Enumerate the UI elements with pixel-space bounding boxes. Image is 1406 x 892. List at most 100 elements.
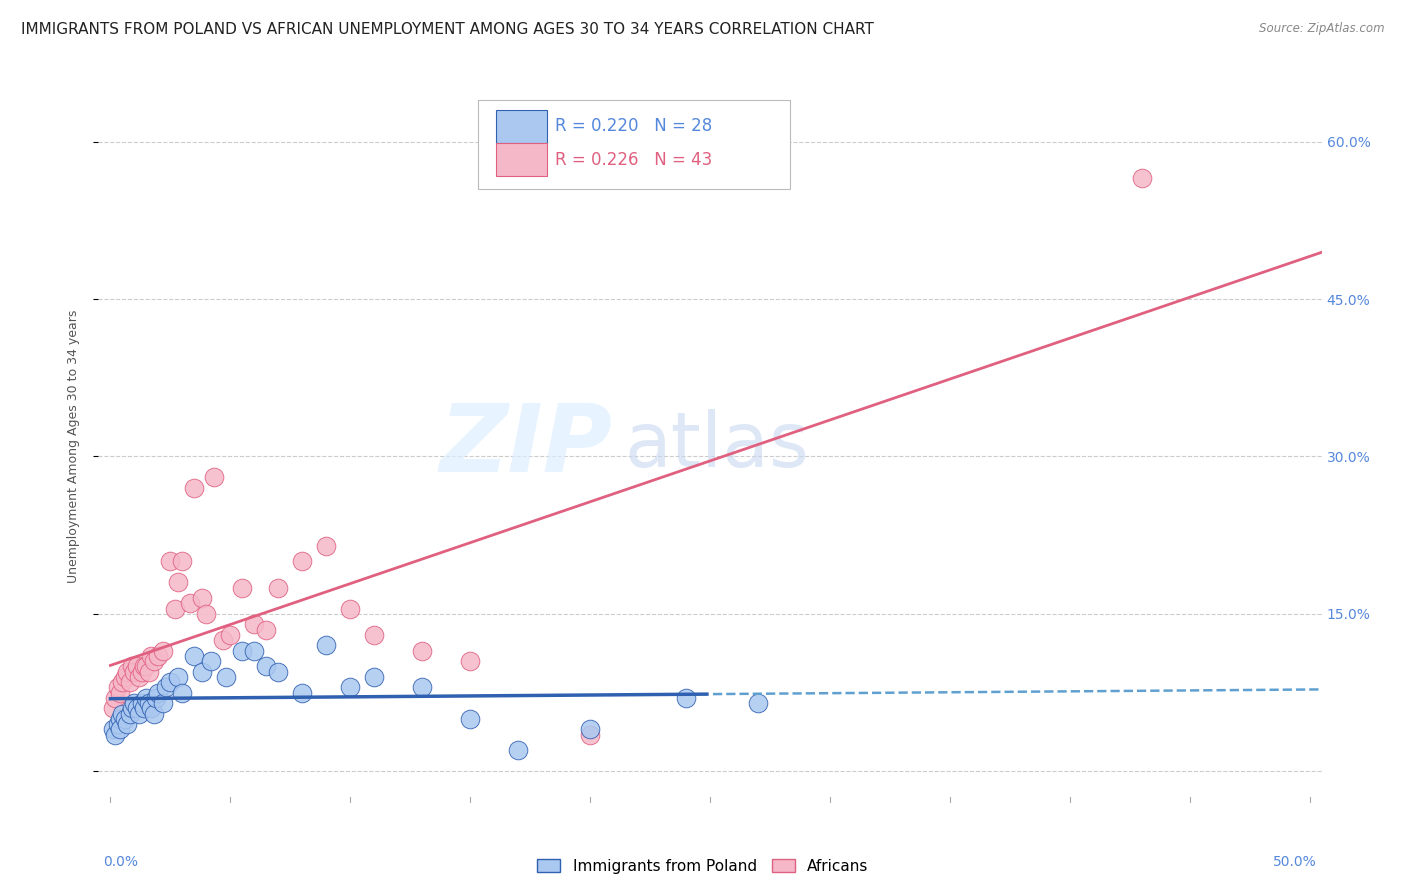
Point [315, 639, 337, 653]
FancyBboxPatch shape [496, 144, 547, 177]
Point [114, 712, 136, 726]
Point [108, 723, 131, 737]
Point [108, 685, 131, 699]
Point [111, 675, 134, 690]
Point [190, 591, 212, 606]
Point [411, 681, 433, 695]
Point [458, 654, 481, 668]
Point [118, 675, 141, 690]
Point [458, 712, 481, 726]
Point [142, 706, 165, 721]
Point [148, 648, 170, 663]
Point [579, 723, 602, 737]
Point [148, 685, 170, 699]
Text: 0.0%: 0.0% [103, 855, 138, 870]
FancyBboxPatch shape [496, 110, 547, 143]
Y-axis label: Unemployment Among Ages 30 to 34 years: Unemployment Among Ages 30 to 34 years [67, 310, 80, 582]
Point [152, 696, 174, 710]
Text: ZIP: ZIP [439, 400, 612, 492]
Point [166, 670, 188, 684]
Point [118, 706, 141, 721]
Point [172, 685, 194, 699]
Point [141, 648, 163, 663]
Point [128, 670, 150, 684]
Point [675, 690, 697, 705]
Point [101, 701, 124, 715]
Point [267, 665, 290, 679]
Point [747, 696, 769, 710]
Text: 50.0%: 50.0% [1272, 855, 1317, 870]
Point [195, 607, 218, 621]
Point [107, 681, 129, 695]
Point [114, 670, 136, 684]
Point [411, 643, 433, 657]
Point [131, 696, 153, 710]
Point [101, 723, 124, 737]
Point [339, 601, 361, 615]
Point [190, 665, 212, 679]
Point [243, 643, 266, 657]
Point [267, 581, 290, 595]
Point [138, 665, 160, 679]
Legend: Immigrants from Poland, Africans: Immigrants from Poland, Africans [531, 853, 875, 880]
Point [132, 701, 155, 715]
Point [107, 717, 129, 731]
Point [212, 633, 235, 648]
Point [254, 659, 277, 673]
Point [159, 554, 181, 568]
Text: R = 0.220   N = 28: R = 0.220 N = 28 [555, 118, 711, 136]
Point [339, 681, 361, 695]
Point [128, 706, 150, 721]
Point [108, 712, 131, 726]
Point [141, 701, 163, 715]
Point [508, 743, 530, 757]
Point [121, 701, 143, 715]
FancyBboxPatch shape [478, 100, 790, 189]
Text: atlas: atlas [624, 409, 810, 483]
Point [202, 470, 225, 484]
Point [155, 681, 177, 695]
Point [243, 617, 266, 632]
Point [145, 690, 167, 705]
Point [124, 696, 146, 710]
Text: R = 0.226   N = 43: R = 0.226 N = 43 [555, 151, 711, 169]
Text: Source: ZipAtlas.com: Source: ZipAtlas.com [1260, 22, 1385, 36]
Point [125, 659, 148, 673]
Point [111, 706, 134, 721]
Point [254, 623, 277, 637]
Point [115, 717, 138, 731]
Point [125, 701, 148, 715]
Point [172, 554, 194, 568]
Point [363, 628, 385, 642]
Point [135, 690, 157, 705]
Point [152, 643, 174, 657]
Point [166, 575, 188, 590]
Point [231, 643, 253, 657]
Point [315, 539, 337, 553]
Point [291, 554, 314, 568]
Point [124, 665, 146, 679]
Text: IMMIGRANTS FROM POLAND VS AFRICAN UNEMPLOYMENT AMONG AGES 30 TO 34 YEARS CORRELA: IMMIGRANTS FROM POLAND VS AFRICAN UNEMPL… [21, 22, 875, 37]
Point [363, 670, 385, 684]
Point [579, 728, 602, 742]
Point [214, 670, 236, 684]
Point [142, 654, 165, 668]
Point [165, 601, 187, 615]
Point [131, 665, 153, 679]
Point [104, 728, 127, 742]
Point [183, 481, 205, 495]
Point [135, 659, 157, 673]
Point [115, 665, 138, 679]
Point [183, 648, 205, 663]
Point [291, 685, 314, 699]
Point [231, 581, 253, 595]
Point [104, 690, 127, 705]
Point [200, 654, 222, 668]
Point [138, 696, 160, 710]
Point [159, 675, 181, 690]
Point [179, 596, 201, 610]
Point [132, 659, 155, 673]
Point [1130, 171, 1153, 186]
Point [121, 659, 143, 673]
Point [219, 628, 242, 642]
